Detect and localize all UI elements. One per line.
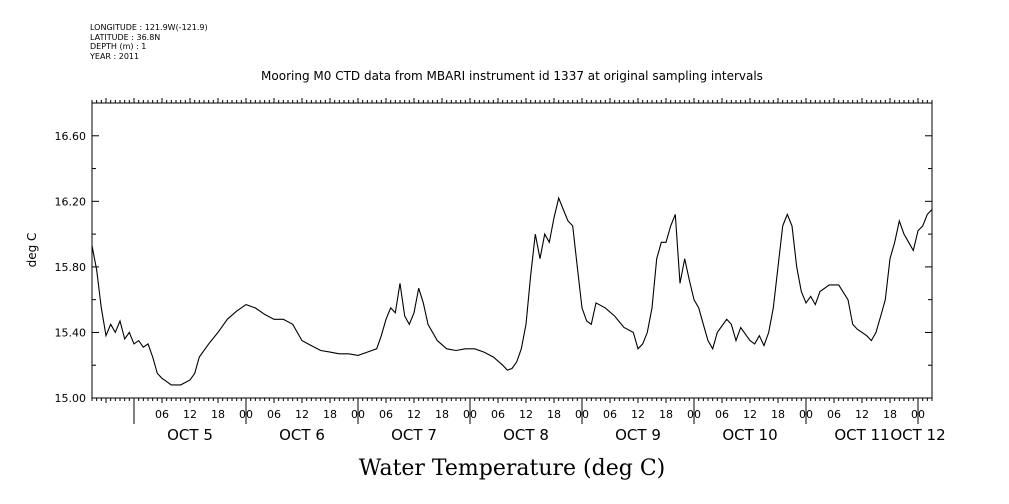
x-tick-label: 06	[155, 408, 169, 421]
x-tick-label: 06	[267, 408, 281, 421]
x-tick-label: 18	[323, 408, 337, 421]
header-year: YEAR : 2011	[89, 52, 139, 61]
y-tick-label: 16.20	[55, 195, 87, 208]
x-tick-label: 18	[211, 408, 225, 421]
x-tick-label: 18	[659, 408, 673, 421]
x-tick-label: 06	[491, 408, 505, 421]
plot-frame	[91, 102, 933, 399]
y-tick-label: 15.80	[55, 261, 87, 274]
x-tick-label: 06	[827, 408, 841, 421]
x-tick-label: 12	[743, 408, 757, 421]
x-tick-label: 12	[855, 408, 869, 421]
y-tick-label: 16.60	[55, 130, 87, 143]
x-tick-label: 00	[463, 408, 477, 421]
x-tick-label: 00	[799, 408, 813, 421]
x-day-label: OCT 11	[834, 426, 889, 444]
x-tick-label: 06	[715, 408, 729, 421]
y-tick-label: 15.00	[55, 392, 87, 405]
x-tick-label: 12	[183, 408, 197, 421]
x-tick-label: 00	[911, 408, 925, 421]
x-tick-label: 12	[407, 408, 421, 421]
y-axis-label: deg C	[25, 233, 39, 268]
header-depth: DEPTH (m) : 1	[90, 42, 146, 51]
x-tick-label: 00	[351, 408, 365, 421]
x-tick-label: 00	[239, 408, 253, 421]
tick-labels-layer: 06 12 18 00 06 12 18 00 06 12 18 00 06 12 18 00 06 12 18 00…	[55, 130, 946, 444]
x-day-label: OCT 9	[615, 426, 661, 444]
x-day-label: OCT 8	[503, 426, 549, 444]
header-latitude: LATITUDE : 36.8N	[90, 33, 160, 42]
x-tick-label: 00	[575, 408, 589, 421]
x-tick-label: 12	[295, 408, 309, 421]
x-tick-label: 00	[687, 408, 701, 421]
x-tick-label: 06	[603, 408, 617, 421]
x-day-label: OCT 12	[890, 426, 945, 444]
x-day-label: OCT 6	[279, 426, 325, 444]
series-line	[91, 196, 933, 386]
y-tick-label: 15.40	[55, 326, 87, 339]
x-tick-label: 12	[519, 408, 533, 421]
x-tick-label: 18	[547, 408, 561, 421]
header-longitude: LONGITUDE : 121.9W(-121.9)	[90, 23, 208, 32]
x-day-label: OCT 7	[391, 426, 437, 444]
x-day-label: OCT 5	[167, 426, 213, 444]
ticks-layer	[91, 98, 933, 424]
x-tick-label: 18	[771, 408, 785, 421]
chart-title: Mooring M0 CTD data from MBARI instrumen…	[261, 69, 763, 83]
x-tick-label: 18	[435, 408, 449, 421]
x-day-label: OCT 10	[722, 426, 777, 444]
x-axis-label: Water Temperature (deg C)	[359, 456, 666, 481]
x-tick-label: 06	[379, 408, 393, 421]
x-tick-label: 18	[883, 408, 897, 421]
x-tick-label: 12	[631, 408, 645, 421]
